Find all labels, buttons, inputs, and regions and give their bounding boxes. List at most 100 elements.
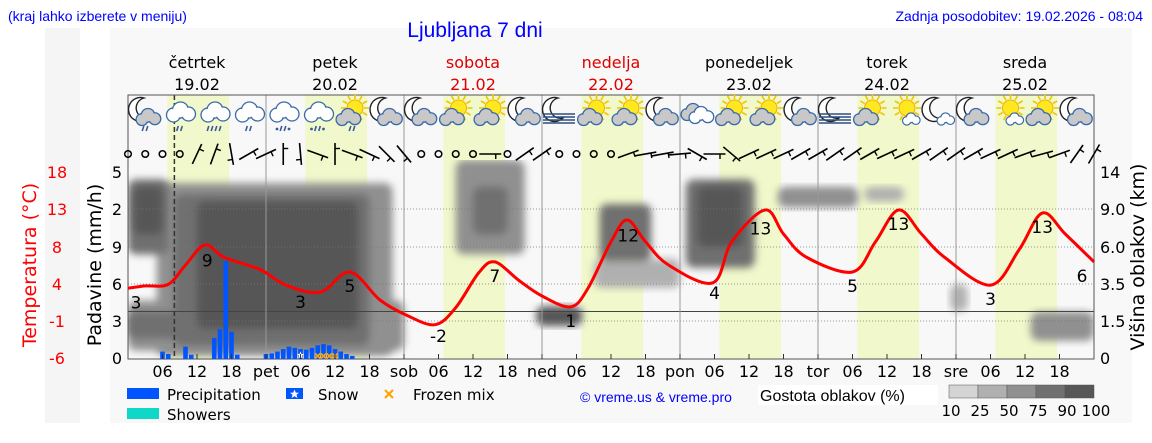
sun-ray [500, 111, 506, 116]
cloud-icon [852, 107, 879, 127]
weather-icon-sun-cloud [852, 94, 887, 127]
cloud-height-tick: 14 [1100, 163, 1120, 182]
sun-ray [445, 100, 452, 105]
temperature-series: 3 9 3 5 -2 7 1 12 4 13 5 13 3 13 6 [127, 208, 1096, 347]
cloud-density-region [1030, 311, 1094, 341]
wind-barb-icon [378, 145, 396, 163]
wind-barb-icon [479, 153, 502, 159]
temperature-label: -2 [430, 327, 447, 347]
cloud-icon [611, 107, 638, 127]
cloud-fill [391, 113, 402, 124]
weather-icon-sun-small-cloud [893, 94, 921, 126]
precipitation-bar [269, 353, 275, 359]
wind-barb-icon [790, 147, 811, 161]
cloud-icon [652, 107, 679, 127]
cloud-fill [729, 113, 740, 124]
wind-barb-icon [255, 148, 277, 160]
wind-barb-shaft [790, 147, 811, 161]
rain-drop [175, 125, 180, 132]
sun-ray [600, 95, 605, 101]
sun-ray [465, 100, 472, 105]
sun-ray [634, 95, 639, 101]
weather-icon-moon-cloud-rain [127, 96, 162, 132]
day-date: 24.02 [864, 75, 910, 94]
wind-barb-icon [738, 148, 760, 160]
wind-barb-tick [732, 157, 737, 162]
weather-icon-sun-cloud-rain [335, 94, 369, 132]
sun-ray [465, 111, 472, 116]
page-title: Ljubljana 7 dni [407, 19, 542, 42]
wind-calm-icon [589, 149, 598, 159]
cloud-icon [135, 107, 162, 127]
frozen-mix-stroke [326, 352, 333, 360]
rain-drop [283, 125, 287, 132]
x-tick-label: sre [944, 362, 968, 381]
weather-icon-moon-cloud [783, 96, 817, 127]
wind-barb-icon [808, 147, 828, 161]
x-tick-label: 18 [1049, 362, 1069, 381]
cloud-icon [901, 112, 921, 126]
wind-barb-shaft [209, 143, 219, 165]
day-name: sreda [1003, 53, 1047, 72]
wind-barb-icon [825, 147, 845, 161]
precipitation-bar [349, 355, 355, 359]
precipitation-axis-label: Padavine (mm/h) [84, 184, 106, 347]
sun-icon [893, 94, 921, 122]
wind-barb-icon [859, 147, 880, 161]
wind-calm-icon [572, 149, 581, 159]
x-tick-label: ned [527, 362, 557, 381]
rain-drop [248, 125, 253, 132]
wind-calm-icon [468, 149, 478, 159]
menu-hint-link[interactable]: (kraj lahko izberete v meniju) [8, 8, 187, 24]
wind-calm-icon [141, 149, 150, 159]
sun-ray [894, 111, 900, 116]
rain-drop [313, 125, 318, 132]
precipitation-bar [234, 354, 240, 359]
cloud-fill [1039, 113, 1050, 124]
wind-barb-icon [843, 147, 862, 161]
wind-barb-icon [980, 148, 1001, 160]
wind-barb-tick [199, 148, 205, 152]
wind-barb-icon [1048, 149, 1071, 159]
credit-link[interactable]: © vreme.us & vreme.pro [580, 389, 732, 405]
sun-ray [362, 111, 368, 116]
wind-barb-shaft [1031, 150, 1054, 158]
rain-drops-icon [175, 125, 184, 132]
density-swatch [1064, 384, 1095, 399]
wind-barb-icon [307, 149, 329, 161]
temperature-label: 7 [489, 267, 500, 287]
temperature-label: 4 [709, 284, 720, 304]
cloud-fill [805, 113, 816, 124]
x-tick-label: 12 [877, 362, 897, 381]
sun-ray [876, 95, 881, 101]
day-name: ponedeljek [705, 53, 794, 72]
last-updated: Zadnja posodobitev: 19.02.2026 - 08:04 [895, 8, 1143, 24]
weather-icons-row [127, 94, 1093, 132]
frozen-mix-x-icon [384, 389, 394, 399]
x-tick-label: 18 [359, 362, 379, 381]
x-tick-label: 06 [566, 362, 586, 381]
precipitation-bar [217, 329, 223, 359]
weather-icon-moon-cloud [645, 96, 679, 127]
cloud-fill [867, 113, 878, 124]
frozen-mix-marker [320, 352, 327, 360]
wind-calm-icon [503, 149, 512, 159]
sun-ray [1048, 95, 1053, 101]
wind-barb-tick [320, 155, 324, 161]
wind-barb-tick [908, 151, 912, 157]
day-name: četrtek [169, 53, 227, 72]
cloud-icon [514, 107, 541, 127]
precipitation-tick: 0 [112, 349, 122, 368]
cloud-icon [936, 112, 956, 126]
cloud-fill [453, 113, 464, 124]
precipitation-bar [165, 354, 171, 359]
wind-barb-tick [1046, 152, 1050, 158]
wind-calm-icon [123, 149, 133, 159]
wind-barb-shaft [687, 147, 708, 161]
weather-icon-moon-cloud [403, 96, 438, 127]
daylight-band [857, 95, 920, 359]
wind-barb-shaft [532, 147, 552, 161]
temperature-label: 12 [617, 226, 639, 246]
sun-ray [583, 100, 590, 105]
